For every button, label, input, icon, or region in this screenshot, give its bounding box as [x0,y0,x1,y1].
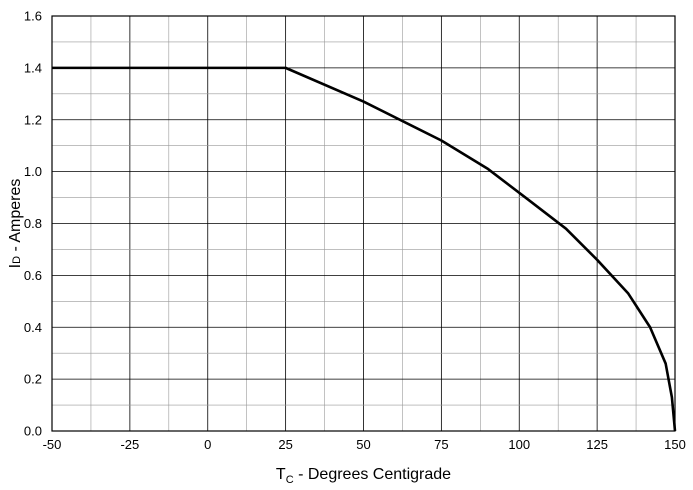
series-group [52,66,677,432]
grid [52,16,675,431]
y-axis-title-subscript: D [11,256,23,264]
x-tick-label: 100 [508,437,530,452]
plot-frame [51,15,676,432]
x-axis-title-main: T [276,466,286,483]
y-tick-label: 1.4 [24,60,42,75]
y-tick-label: 0.0 [24,424,42,439]
y-tick-label: 1.2 [24,112,42,127]
y-tick-label: 0.8 [24,216,42,231]
x-axis-title-subscript: C [286,474,294,486]
y-tick-label: 1.0 [24,164,42,179]
y-axis-title-rest: - Amperes [7,179,24,256]
y-tick-label: 0.4 [24,320,42,335]
x-tick-label: 125 [586,437,608,452]
x-axis-title-rest: - Degrees Centigrade [294,466,452,483]
y-axis-ticks: 0.0 0.2 0.4 0.6 0.8 1.0 1.2 1.4 1.6 [24,9,42,439]
series-line [52,66,677,432]
y-tick-label: 1.6 [24,9,42,24]
x-tick-label: 50 [356,437,370,452]
x-axis-ticks: -50 -25 0 25 50 75 100 125 150 [43,437,686,452]
y-tick-label: 0.2 [24,372,42,387]
y-axis-title-main: I [7,264,24,268]
x-tick-label: 75 [434,437,448,452]
x-tick-label: -25 [120,437,139,452]
y-tick-label: 0.6 [24,268,42,283]
x-axis-title: TC - Degrees Centigrade [276,466,451,486]
y-axis-title: ID - Amperes [7,179,24,269]
x-tick-label: 0 [204,437,211,452]
x-tick-label: 25 [278,437,292,452]
x-tick-label: -50 [43,437,62,452]
x-tick-label: 150 [664,437,686,452]
